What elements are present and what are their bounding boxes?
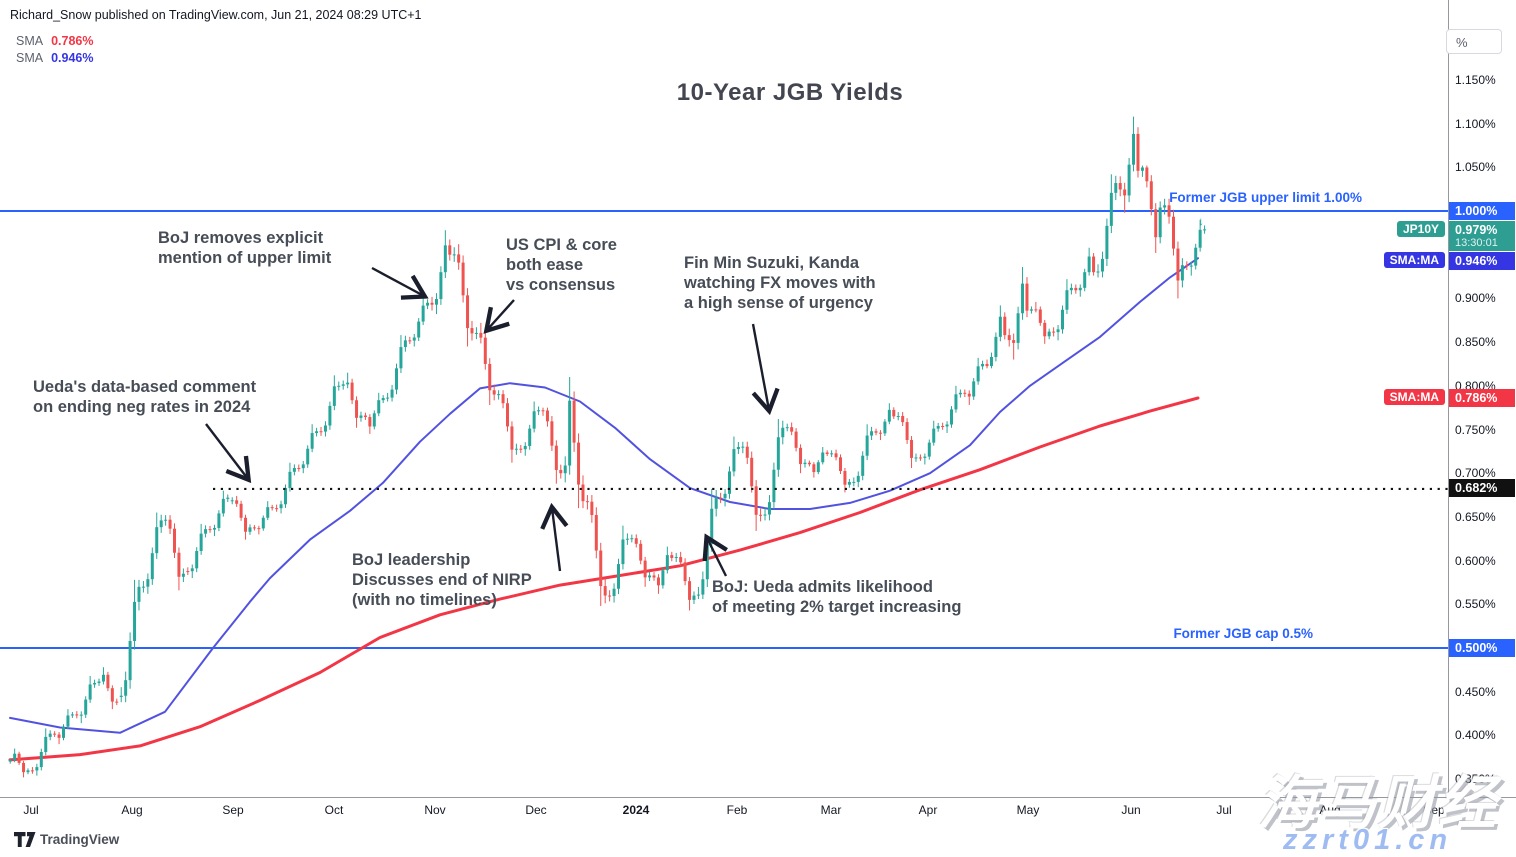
sma-red-badge: 0.786% xyxy=(1449,388,1515,407)
tradingview-logo-icon[interactable] xyxy=(14,832,36,848)
annotation-us-cpi-ease[interactable]: US CPI & core both ease vs consensus xyxy=(506,236,617,294)
fin-min-suzuki-arrow[interactable] xyxy=(753,323,769,410)
price-tick: 1.100% xyxy=(1455,116,1496,131)
legend-sma-red-value: 0.786% xyxy=(51,34,94,48)
sma-blue-badge: 0.946% xyxy=(1449,251,1515,270)
boj-ueda-2pct-arrow[interactable] xyxy=(707,538,726,577)
sma-blue-tag: SMA:MA xyxy=(1383,252,1445,269)
svg-text:↓: ↓ xyxy=(1198,214,1204,228)
level-badge: 1.000% xyxy=(1449,201,1515,220)
time-label-mar: Mar xyxy=(820,803,842,817)
footer-bar: TradingView xyxy=(0,824,1516,857)
symbol-tag: JP10Y xyxy=(1396,221,1445,238)
indicator-legend[interactable]: SMA 0.786% SMA 0.946% xyxy=(16,33,94,67)
time-label-jul: Jul xyxy=(1216,803,1232,817)
legend-sma-blue-label: SMA xyxy=(16,51,44,65)
dotted-level-badge: 0.682% xyxy=(1449,479,1515,498)
sma-red-tag: SMA:MA xyxy=(1383,389,1445,406)
time-label-feb: Feb xyxy=(726,803,748,817)
time-label-sep: Sep xyxy=(1423,803,1445,817)
price-tick: 0.750% xyxy=(1455,422,1496,437)
last-price-time: 13:30:01 xyxy=(1455,237,1498,250)
level-label-0: Former JGB upper limit 1.00% xyxy=(1169,190,1362,205)
annotation-boj-leadership-nirp[interactable]: BoJ leadership Discusses end of NIRP (wi… xyxy=(352,551,532,609)
price-tick: 0.550% xyxy=(1455,597,1496,612)
price-tick: 0.850% xyxy=(1455,335,1496,350)
annotation-fin-min-suzuki[interactable]: Fin Min Suzuki, Kanda watching FX moves … xyxy=(684,254,876,312)
time-label-oct: Oct xyxy=(324,803,344,817)
last-price-badge: 0.979% 13:30:01 xyxy=(1449,221,1515,252)
time-label-apr: Apr xyxy=(918,803,938,817)
price-tick: 0.600% xyxy=(1455,553,1496,568)
price-tick: 0.350% xyxy=(1455,772,1496,787)
time-label-jun: Jun xyxy=(1121,803,1141,817)
ueda-data-comment-arrow[interactable] xyxy=(205,423,248,479)
level-lines-layer xyxy=(0,210,1448,649)
boj-removes-upper-limit-arrow[interactable] xyxy=(371,266,424,296)
level-label-1: Former JGB cap 0.5% xyxy=(1173,626,1313,641)
dotted-level-layer: ↓ xyxy=(213,214,1448,491)
annotation-arrows-layer[interactable] xyxy=(205,266,769,577)
tradingview-brand-text[interactable]: TradingView xyxy=(40,832,120,847)
us-cpi-ease-arrow[interactable] xyxy=(487,299,515,330)
time-axis[interactable]: Jul Aug Sep Oct Nov Dec 2024 Feb Mar Apr May Jun Jul… xyxy=(0,797,1516,825)
candles-layer xyxy=(8,116,1207,778)
level-badge: 0.500% xyxy=(1449,638,1515,657)
chart-canvas[interactable]: ↓ xyxy=(0,0,1448,797)
sma-lines-layer xyxy=(8,257,1200,762)
legend-sma-blue[interactable]: SMA 0.946% xyxy=(16,50,94,67)
annotation-boj-removes-upper-limit[interactable]: BoJ removes explicit mention of upper li… xyxy=(158,229,332,267)
legend-sma-red-label: SMA xyxy=(16,34,44,48)
time-label-jul: Jul xyxy=(23,803,39,817)
price-axis[interactable]: % 1.150% 1.100% 1.050% 0.900% 0.850% 0.800% 0.… xyxy=(1446,0,1516,823)
price-tick: 0.450% xyxy=(1455,684,1496,699)
time-label-may: May xyxy=(1016,803,1040,817)
time-label-2024: 2024 xyxy=(622,803,650,817)
time-label-sep: Sep xyxy=(222,803,244,817)
time-label-aug: Aug xyxy=(121,803,143,817)
legend-sma-red[interactable]: SMA 0.786% xyxy=(16,33,94,50)
time-label-aug: Aug xyxy=(1319,803,1341,817)
time-label-dec: Dec xyxy=(525,803,547,817)
annotation-ueda-data-comment[interactable]: Ueda's data-based comment on ending neg … xyxy=(33,378,257,416)
legend-sma-blue-value: 0.946% xyxy=(51,51,94,65)
price-tick: 0.650% xyxy=(1455,509,1496,524)
price-tick: 0.900% xyxy=(1455,291,1496,306)
byline: Richard_Snow published on TradingView.co… xyxy=(10,8,422,22)
time-label-nov: Nov xyxy=(424,803,446,817)
percent-scale-button[interactable]: % xyxy=(1446,29,1502,54)
price-tick: 1.150% xyxy=(1455,72,1496,87)
chart-plot-area[interactable]: ↓ Richard_Snow published on TradingView.… xyxy=(0,0,1448,797)
chart-title: 10-Year JGB Yields xyxy=(676,79,904,106)
price-tick: 0.400% xyxy=(1455,728,1496,743)
price-tick: 0.700% xyxy=(1455,466,1496,481)
boj-leadership-nirp-arrow[interactable] xyxy=(552,508,560,572)
annotation-boj-ueda-2pct[interactable]: BoJ: Ueda admits likelihood of meeting 2… xyxy=(712,578,962,616)
price-tick: 1.050% xyxy=(1455,160,1496,175)
